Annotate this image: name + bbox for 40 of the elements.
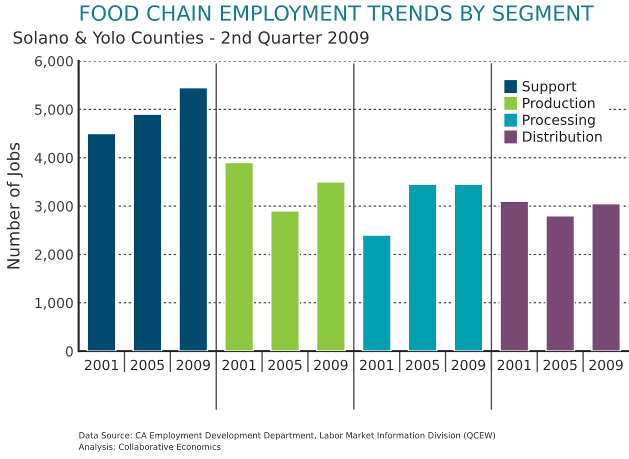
bar xyxy=(132,114,162,352)
bar xyxy=(591,202,621,352)
legend-label: Support xyxy=(522,80,576,94)
y-tick-label: 0 xyxy=(66,346,73,357)
legend-label: Production xyxy=(523,98,594,108)
x-tick-label: 2001 xyxy=(222,360,256,370)
bar xyxy=(270,210,300,352)
y-tick-label: 2,000 xyxy=(35,249,73,262)
chart-subtitle: Solano & Yolo Counties - 2nd Quarter 2009 xyxy=(14,30,368,46)
x-tick-label: 2005 xyxy=(268,360,302,370)
x-tick-label: 2001 xyxy=(498,360,531,370)
x-tick-label: 2009 xyxy=(452,360,486,370)
y-tick-label: 4,000 xyxy=(34,152,73,165)
x-tick-label: 2001 xyxy=(84,360,118,370)
x-tick-label: 2005 xyxy=(544,360,577,370)
bar xyxy=(499,200,530,352)
y-tick-label: 5,000 xyxy=(35,104,73,116)
bar xyxy=(178,86,208,352)
bar xyxy=(224,162,254,352)
bar xyxy=(454,184,484,352)
y-axis-title: Number of Jobs xyxy=(6,142,23,268)
bar xyxy=(545,215,576,352)
legend-label: Distribution xyxy=(523,131,602,142)
source-note: Data Source: CA Employment Development Department, Labor Market Information Division (QCEW) xyxy=(79,432,496,440)
y-tick-label: 6,000 xyxy=(34,56,73,68)
x-tick-label: 2009 xyxy=(314,360,348,370)
y-tick-label: 1,000 xyxy=(36,298,73,310)
chart-title: FOOD CHAIN EMPLOYMENT TRENDS BY SEGMENT xyxy=(80,5,594,21)
x-tick-label: 2009 xyxy=(589,360,623,370)
legend-label: Processing xyxy=(523,114,595,128)
x-tick-label: 2005 xyxy=(406,360,440,370)
y-tick-label: 3,000 xyxy=(35,201,73,213)
text: Analysis: Collaborative Economics xyxy=(78,443,221,452)
bar xyxy=(362,234,392,352)
x-tick-label: 2001 xyxy=(360,360,394,370)
x-tick-label: 2005 xyxy=(130,360,164,370)
bar xyxy=(316,181,346,352)
bar xyxy=(408,184,438,352)
x-tick-label: 2009 xyxy=(176,360,210,370)
bar xyxy=(86,132,116,352)
